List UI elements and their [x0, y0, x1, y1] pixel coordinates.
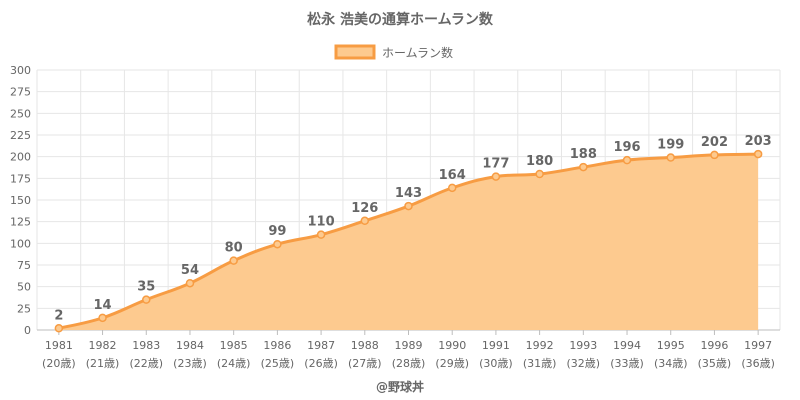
- data-point[interactable]: [710, 150, 719, 160]
- data-label: 196: [613, 140, 640, 155]
- x-tick-sublabel: (23歳): [173, 357, 207, 370]
- data-point[interactable]: [54, 324, 64, 333]
- y-tick-label: 50: [17, 281, 31, 294]
- y-tick-label: 100: [10, 237, 31, 250]
- y-tick-label: 75: [17, 259, 31, 272]
- data-label: 177: [482, 157, 509, 172]
- y-tick-label: 0: [24, 324, 31, 337]
- data-point[interactable]: [273, 239, 282, 249]
- data-point[interactable]: [185, 278, 195, 288]
- x-tick-sublabel: (21歳): [86, 357, 120, 370]
- data-point[interactable]: [229, 256, 238, 265]
- x-tick-label: 1981: [45, 339, 73, 352]
- data-label: 143: [395, 186, 422, 201]
- x-tick-sublabel: (20歳): [42, 357, 76, 370]
- data-label: 35: [137, 280, 155, 295]
- x-tick-sublabel: (27歳): [348, 357, 382, 370]
- chart-title: 松永 浩美の通算ホームラン数: [307, 11, 494, 28]
- x-tick-label: 1982: [89, 339, 117, 352]
- y-tick-label: 225: [10, 129, 31, 142]
- points-layer: [54, 149, 763, 333]
- data-label: 202: [701, 135, 728, 150]
- x-tick-label: 1996: [700, 339, 728, 352]
- y-axis-ticks: 0 25 50 75 100 125 150 175 200 225 250 275 300: [10, 64, 31, 337]
- x-tick-label: 1992: [526, 339, 554, 352]
- data-point[interactable]: [360, 216, 370, 226]
- y-tick-label: 250: [10, 107, 31, 120]
- x-tick-sublabel: (35歳): [698, 357, 732, 370]
- data-label: 14: [94, 298, 112, 313]
- x-tick-sublabel: (36歳): [741, 357, 775, 370]
- data-point[interactable]: [666, 153, 675, 162]
- data-point[interactable]: [142, 295, 151, 304]
- data-label: 99: [268, 224, 286, 239]
- data-point[interactable]: [491, 172, 501, 181]
- x-axis-ticks: 1981 (20歳) 1982 (21歳) 1983 (22歳) 1984 (23歳) 1985…: [42, 330, 775, 370]
- x-tick-label: 1984: [176, 339, 204, 352]
- data-label: 164: [439, 168, 466, 183]
- series-layer: [58, 152, 759, 330]
- x-tick-label: 1987: [307, 339, 335, 352]
- data-point[interactable]: [447, 183, 457, 193]
- x-tick-sublabel: (33歳): [610, 357, 644, 370]
- data-label: 188: [570, 147, 597, 162]
- data-point[interactable]: [579, 162, 588, 172]
- data-label: 54: [181, 263, 199, 278]
- x-tick-sublabel: (30歳): [479, 357, 513, 370]
- x-tick-label: 1986: [263, 339, 291, 352]
- x-tick-sublabel: (22歳): [129, 357, 163, 370]
- data-labels: 2 14 35 54 80 99 110 126 143 164 177 180 188 196 199 20…: [54, 134, 771, 323]
- data-label: 203: [745, 134, 772, 149]
- y-tick-label: 150: [10, 194, 31, 207]
- x-tick-label: 1990: [438, 339, 466, 352]
- x-tick-sublabel: (29歳): [435, 357, 469, 370]
- data-label: 126: [351, 201, 378, 216]
- y-tick-label: 125: [10, 216, 31, 229]
- x-tick-label: 1985: [220, 339, 248, 352]
- x-tick-label: 1995: [657, 339, 685, 352]
- data-point[interactable]: [98, 313, 107, 323]
- data-point[interactable]: [316, 230, 326, 239]
- x-tick-label: 1988: [351, 339, 379, 352]
- data-label: 180: [526, 154, 553, 169]
- data-label: 199: [657, 138, 684, 153]
- x-tick-sublabel: (26歳): [304, 357, 338, 370]
- x-tick-sublabel: (32歳): [567, 357, 601, 370]
- y-tick-label: 25: [17, 302, 31, 315]
- x-tick-sublabel: (31歳): [523, 357, 557, 370]
- y-tick-label: 275: [10, 86, 31, 99]
- legend-swatch: [334, 44, 376, 60]
- data-point[interactable]: [753, 149, 763, 159]
- data-point[interactable]: [404, 201, 413, 211]
- series-area-fill: [58, 154, 759, 330]
- x-tick-sublabel: (34歳): [654, 357, 688, 370]
- credit: @野球丼: [376, 379, 424, 394]
- legend-label: ホームラン数: [382, 45, 453, 60]
- x-tick-sublabel: (24歳): [217, 357, 251, 370]
- data-label: 80: [225, 241, 243, 256]
- x-tick-label: 1997: [744, 339, 772, 352]
- y-tick-label: 175: [10, 172, 31, 185]
- x-tick-label: 1994: [613, 339, 641, 352]
- y-tick-label: 200: [10, 151, 31, 164]
- x-tick-sublabel: (28歳): [392, 357, 426, 370]
- x-tick-label: 1991: [482, 339, 510, 352]
- data-point[interactable]: [622, 155, 632, 165]
- x-tick-label: 1989: [395, 339, 423, 352]
- data-point[interactable]: [535, 169, 544, 179]
- legend: ホームラン数: [334, 44, 453, 60]
- data-label: 2: [54, 308, 63, 323]
- y-tick-label: 300: [10, 64, 31, 77]
- data-label: 110: [308, 215, 335, 230]
- x-tick-label: 1983: [132, 339, 160, 352]
- x-tick-sublabel: (25歳): [261, 357, 295, 370]
- x-tick-label: 1993: [569, 339, 597, 352]
